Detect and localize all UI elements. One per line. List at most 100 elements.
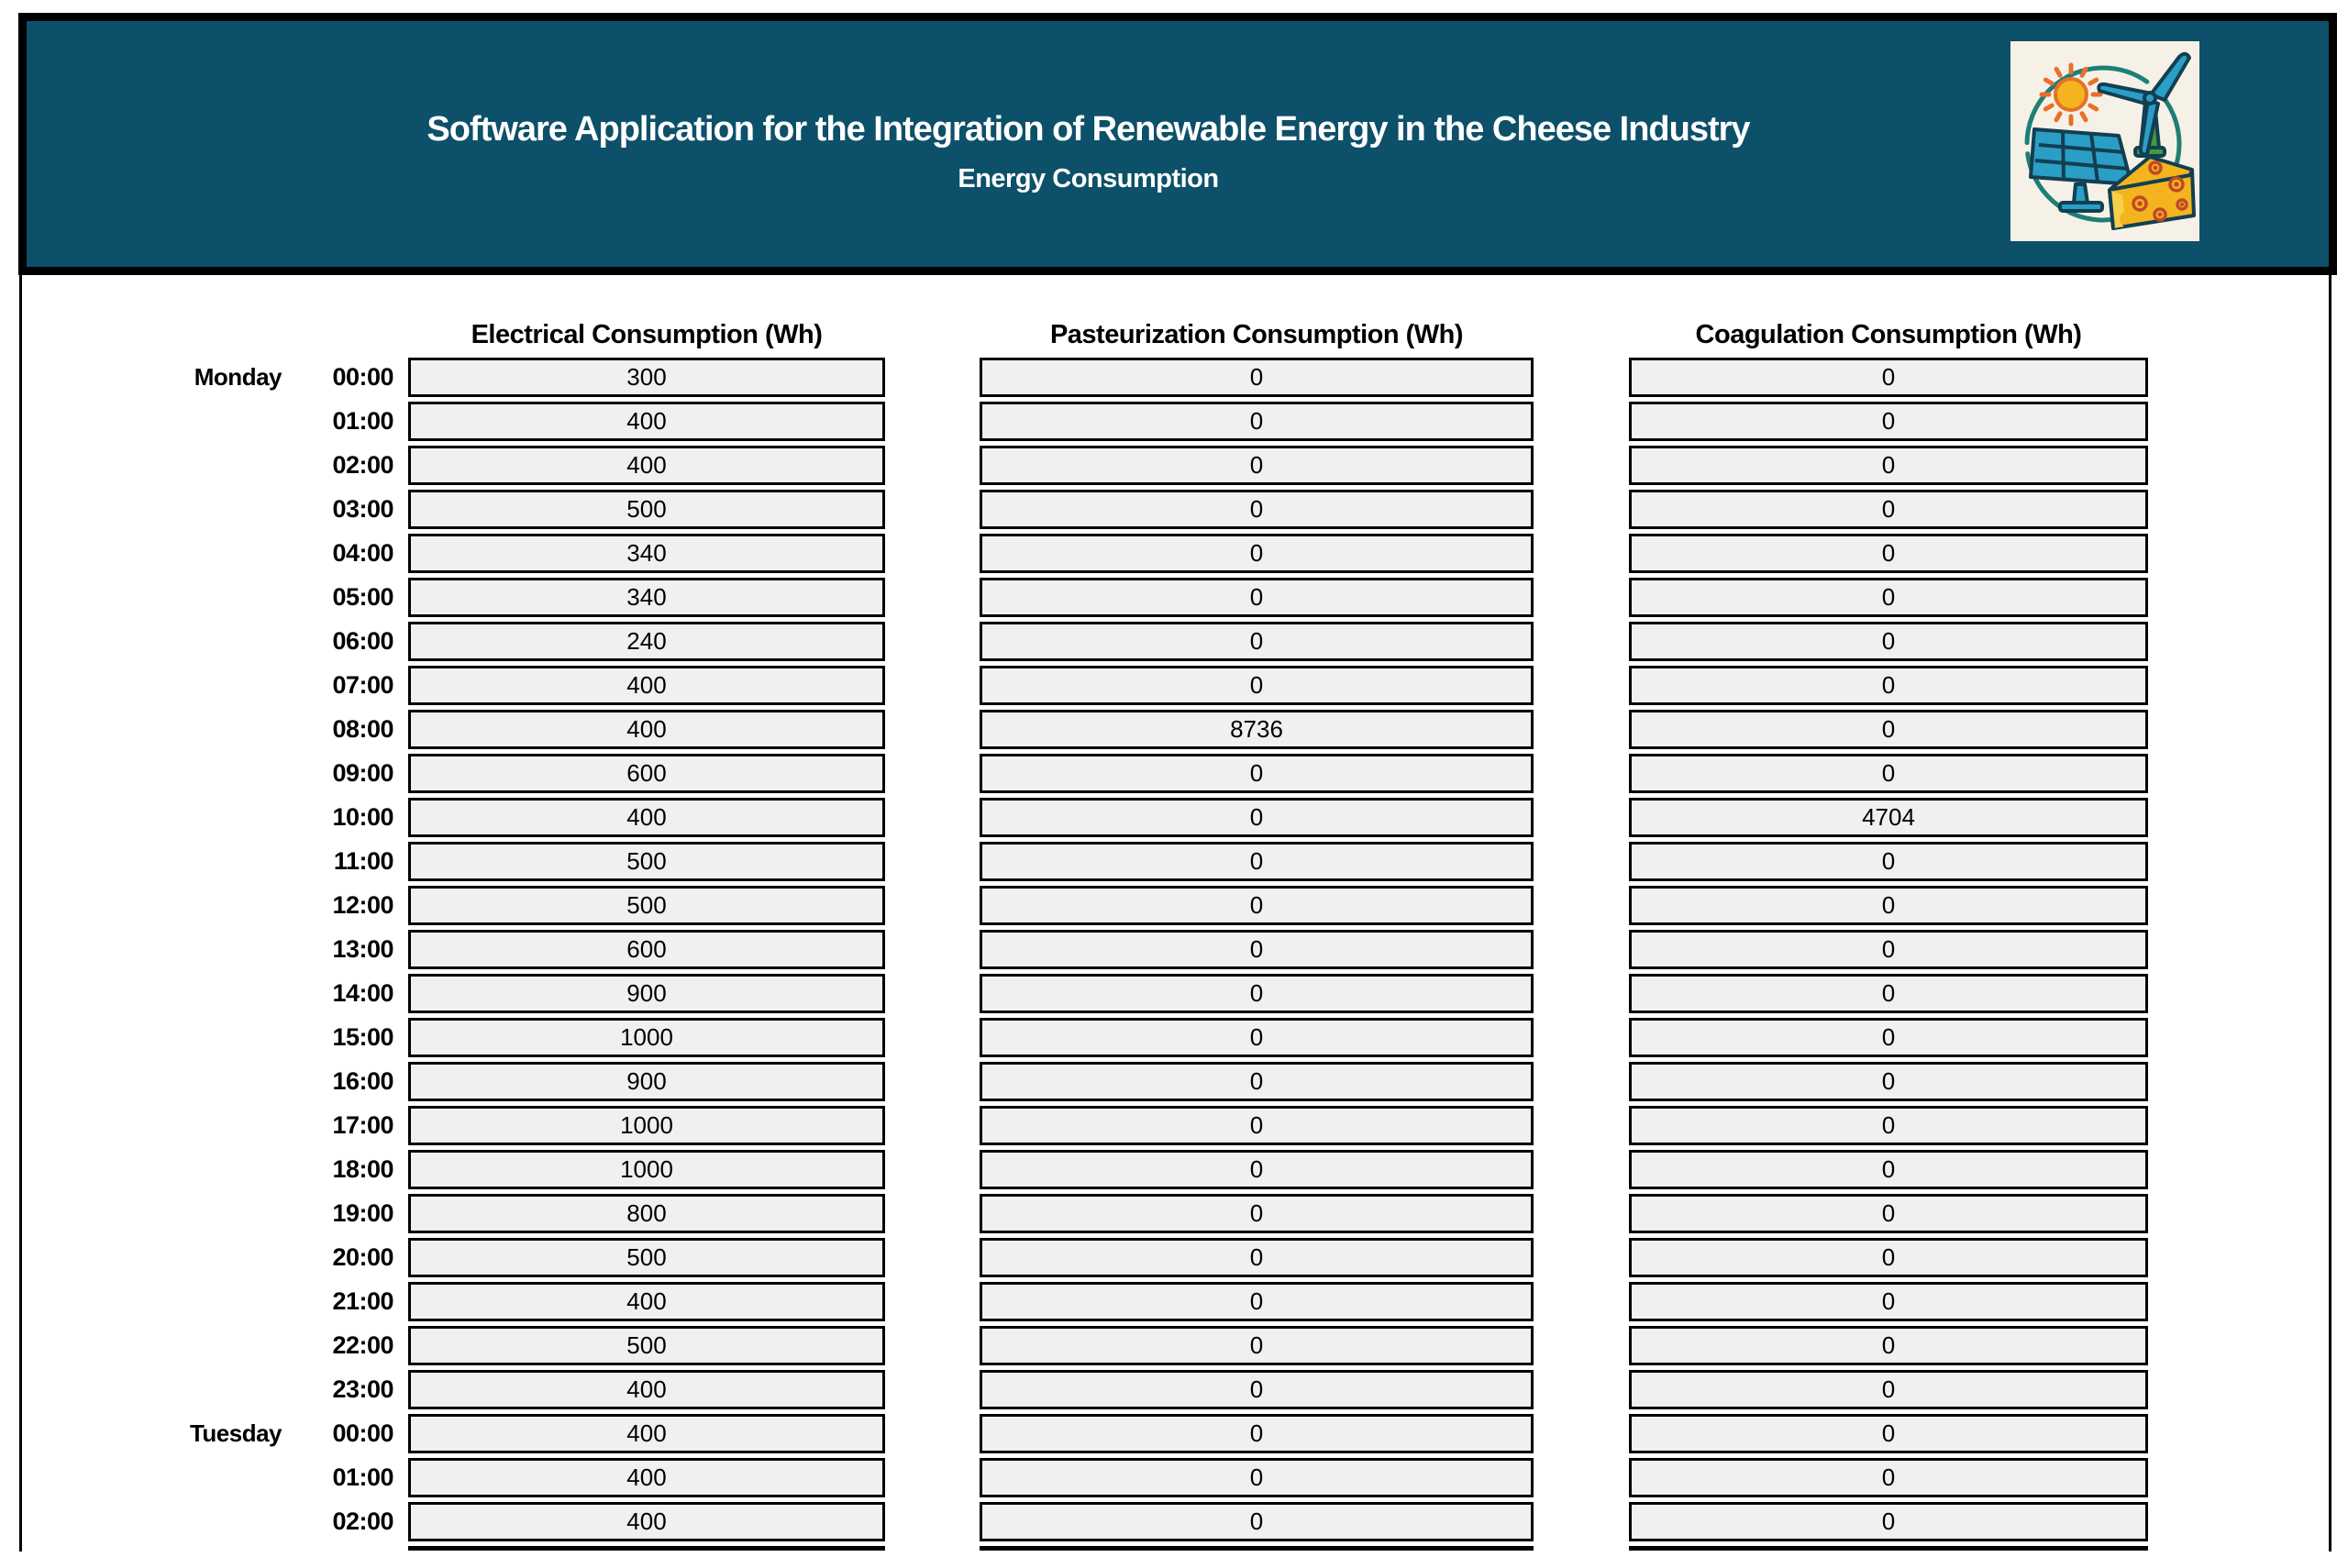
pasteurization-consumption-cell[interactable]: 0 [980,1018,1534,1057]
time-label: 01:00 [332,1463,393,1491]
pasteurization-consumption-cell[interactable]: 0 [980,930,1534,969]
electrical-consumption-cell[interactable]: 340 [408,534,885,573]
pasteurization-consumption-cell[interactable]: 0 [980,1370,1534,1409]
day-label [37,622,298,661]
pasteurization-consumption-cell[interactable]: 0 [980,666,1534,705]
day-label [37,1018,298,1057]
time-label: 23:00 [332,1375,393,1403]
electrical-consumption-cell[interactable]: 400 [408,402,885,441]
pasteurization-consumption-cell[interactable]: 0 [980,1502,1534,1541]
coagulation-consumption-cell[interactable]: 0 [1629,1414,2148,1453]
day-label [37,886,298,925]
table-row: 13:00 600 0 0 [37,930,2148,969]
coagulation-consumption-cell[interactable]: 0 [1629,1370,2148,1409]
pasteurization-consumption-cell[interactable]: 0 [980,798,1534,837]
pasteurization-consumption-cell[interactable]: 0 [980,842,1534,881]
day-label [37,1326,298,1365]
electrical-consumption-cell[interactable]: 400 [408,1370,885,1409]
pasteurization-consumption-cell[interactable]: 0 [980,1150,1534,1189]
electrical-consumption-cell[interactable]: 500 [408,842,885,881]
coagulation-consumption-cell[interactable]: 0 [1629,842,2148,881]
pasteurization-consumption-cell[interactable]: 0 [980,446,1534,485]
pasteurization-consumption-cell[interactable]: 0 [980,1326,1534,1365]
electrical-consumption-cell[interactable]: 500 [408,1238,885,1277]
electrical-consumption-cell[interactable]: 600 [408,754,885,793]
electrical-consumption-cell[interactable]: 1000 [408,1018,885,1057]
coagulation-consumption-cell[interactable]: 0 [1629,402,2148,441]
pasteurization-consumption-cell[interactable]: 0 [980,1458,1534,1497]
electrical-consumption-cell[interactable]: 400 [408,798,885,837]
coagulation-consumption-cell[interactable]: 0 [1629,578,2148,617]
electrical-consumption-cell[interactable]: 400 [408,446,885,485]
pasteurization-consumption-cell[interactable]: 0 [980,402,1534,441]
coagulation-consumption-cell[interactable]: 0 [1629,1150,2148,1189]
table-row: 23:00 400 0 0 [37,1370,2148,1409]
electrical-consumption-cell[interactable]: 400 [408,1414,885,1453]
electrical-consumption-cell[interactable]: 400 [408,666,885,705]
day-label: Monday [194,363,282,391]
coagulation-consumption-cell[interactable]: 0 [1629,1502,2148,1541]
electrical-consumption-cell[interactable]: 500 [408,886,885,925]
coagulation-consumption-cell[interactable]: 0 [1629,446,2148,485]
coagulation-consumption-cell[interactable]: 0 [1629,886,2148,925]
coagulation-consumption-cell[interactable]: 0 [1629,666,2148,705]
pasteurization-consumption-cell[interactable]: 0 [980,886,1534,925]
electrical-consumption-cell[interactable]: 500 [408,490,885,529]
pasteurization-consumption-cell[interactable]: 0 [980,578,1534,617]
pasteurization-consumption-cell[interactable]: 0 [980,622,1534,661]
coagulation-consumption-cell[interactable]: 0 [1629,1282,2148,1321]
time-label: 03:00 [332,495,393,523]
pasteurization-consumption-cell[interactable]: 0 [980,534,1534,573]
pasteurization-consumption-cell[interactable]: 0 [980,1282,1534,1321]
coagulation-consumption-cell[interactable]: 4704 [1629,798,2148,837]
coagulation-consumption-cell[interactable]: 0 [1629,1106,2148,1145]
app-header: Software Application for the Integration… [18,13,2337,275]
coagulation-consumption-cell[interactable]: 0 [1629,490,2148,529]
coagulation-consumption-cell[interactable]: 0 [1629,1062,2148,1101]
pasteurization-consumption-cell[interactable]: 0 [980,1106,1534,1145]
electrical-consumption-cell[interactable]: 300 [408,358,885,397]
electrical-consumption-cell[interactable]: 400 [408,1282,885,1321]
sun-icon [2039,62,2103,127]
day-label [37,666,298,705]
coagulation-consumption-cell[interactable]: 0 [1629,710,2148,749]
pasteurization-consumption-cell[interactable]: 0 [980,1414,1534,1453]
electrical-consumption-cell[interactable]: 900 [408,974,885,1013]
pasteurization-consumption-cell[interactable]: 0 [980,1062,1534,1101]
coagulation-consumption-cell[interactable]: 0 [1629,974,2148,1013]
day-label [37,1238,298,1277]
electrical-consumption-cell[interactable]: 800 [408,1194,885,1233]
coagulation-consumption-cell[interactable]: 0 [1629,930,2148,969]
electrical-consumption-cell[interactable]: 900 [408,1062,885,1101]
coagulation-consumption-cell[interactable]: 0 [1629,754,2148,793]
coagulation-consumption-cell[interactable]: 0 [1629,534,2148,573]
pasteurization-consumption-cell[interactable]: 0 [980,490,1534,529]
time-label: 02:00 [332,1507,393,1535]
pasteurization-consumption-cell[interactable]: 0 [980,1194,1534,1233]
pasteurization-consumption-cell[interactable]: 0 [980,754,1534,793]
electrical-consumption-cell[interactable]: 400 [408,1502,885,1541]
electrical-consumption-cell[interactable]: 1000 [408,1150,885,1189]
pasteurization-consumption-cell[interactable]: 0 [980,358,1534,397]
pasteurization-consumption-cell[interactable]: 0 [980,1238,1534,1277]
electrical-consumption-cell[interactable]: 240 [408,622,885,661]
electrical-consumption-cell[interactable]: 340 [408,578,885,617]
table-row: Monday 00:00 300 0 0 [37,358,2148,397]
electrical-consumption-cell[interactable]: 500 [408,1326,885,1365]
table-row: 05:00 340 0 0 [37,578,2148,617]
time-label: 22:00 [332,1331,393,1359]
day-label [37,974,298,1013]
electrical-consumption-cell[interactable]: 400 [408,1458,885,1497]
coagulation-consumption-cell[interactable]: 0 [1629,1326,2148,1365]
pasteurization-consumption-cell[interactable]: 8736 [980,710,1534,749]
pasteurization-consumption-cell[interactable]: 0 [980,974,1534,1013]
coagulation-consumption-cell[interactable]: 0 [1629,1018,2148,1057]
electrical-consumption-cell[interactable]: 1000 [408,1106,885,1145]
electrical-consumption-cell[interactable]: 400 [408,710,885,749]
coagulation-consumption-cell[interactable]: 0 [1629,358,2148,397]
coagulation-consumption-cell[interactable]: 0 [1629,1194,2148,1233]
coagulation-consumption-cell[interactable]: 0 [1629,622,2148,661]
electrical-consumption-cell[interactable]: 600 [408,930,885,969]
coagulation-consumption-cell[interactable]: 0 [1629,1458,2148,1497]
coagulation-consumption-cell[interactable]: 0 [1629,1238,2148,1277]
